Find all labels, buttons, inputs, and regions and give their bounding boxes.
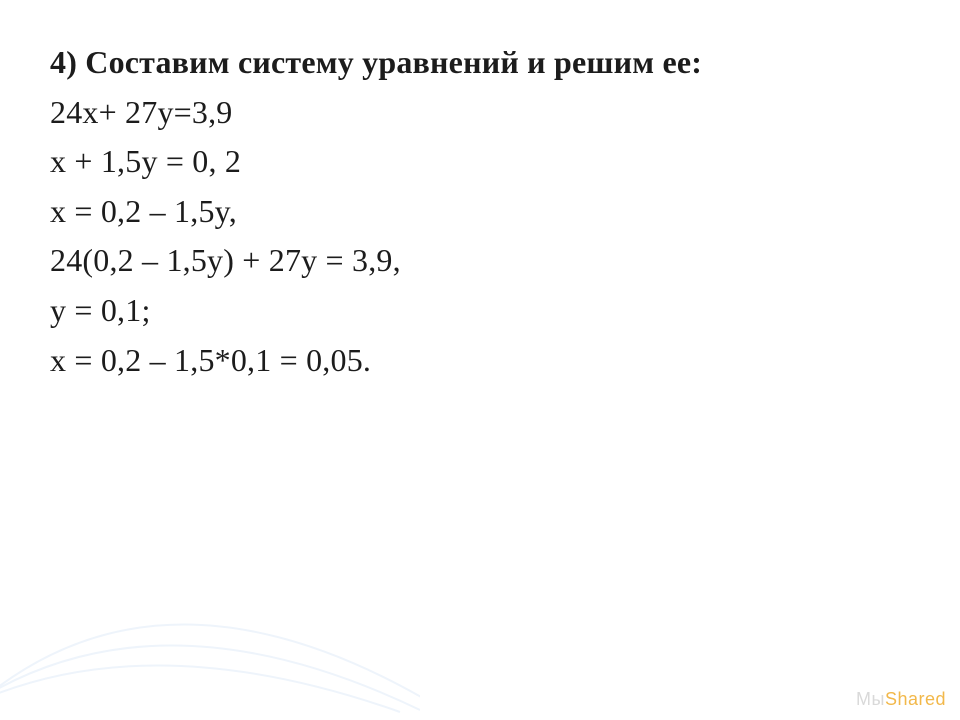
- line-rest: x = 0,2 – 1,5*0,1 = 0,05.: [50, 342, 371, 378]
- text-line: 4) Составим систему уравнений и решим ее…: [50, 38, 910, 88]
- text-line: x = 0,2 – 1,5y,: [50, 187, 910, 237]
- curve-path: [0, 624, 420, 710]
- watermark: МыShared: [856, 689, 946, 710]
- text-line: x + 1,5y = 0, 2: [50, 137, 910, 187]
- text-line: y = 0,1;: [50, 286, 910, 336]
- line-rest: 24(0,2 – 1,5y) + 27y = 3,9,: [50, 242, 401, 278]
- curve-path: [0, 665, 400, 712]
- slide-text-block: 4) Составим систему уравнений и решим ее…: [50, 38, 910, 385]
- text-line: 24x+ 27y=3,9: [50, 88, 910, 138]
- text-line: x = 0,2 – 1,5*0,1 = 0,05.: [50, 336, 910, 386]
- watermark-dim: Мы: [856, 689, 885, 709]
- text-line: 24(0,2 – 1,5y) + 27y = 3,9,: [50, 236, 910, 286]
- line-rest: x = 0,2 – 1,5y,: [50, 193, 237, 229]
- line-bold: 4) Составим систему уравнений и решим ее…: [50, 44, 702, 80]
- slide: 4) Составим систему уравнений и решим ее…: [0, 0, 960, 720]
- watermark-accent: Shared: [885, 689, 946, 709]
- decorative-curves-icon: [0, 460, 420, 720]
- line-rest: x + 1,5y = 0, 2: [50, 143, 241, 179]
- line-rest: y = 0,1;: [50, 292, 151, 328]
- line-rest: 24x+ 27y=3,9: [50, 94, 233, 130]
- curve-path: [0, 645, 420, 712]
